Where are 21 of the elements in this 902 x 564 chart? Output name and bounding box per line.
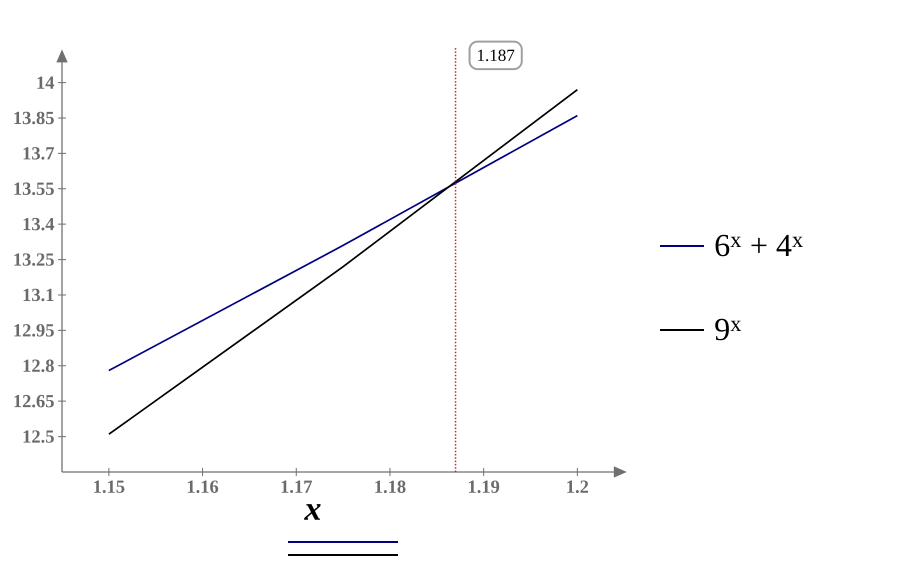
y-tick-label: 13.25: [14, 253, 54, 266]
y-tick-label: 12.5: [24, 430, 54, 443]
y-tick-label: 13.85: [14, 112, 54, 124]
y-tick-label: 13.1: [24, 288, 54, 302]
x-tick-label: 1.18: [375, 480, 406, 494]
y-tick-label: 13.4: [24, 218, 54, 230]
y-tick-label: 12.95: [14, 324, 54, 337]
x-tick-label: 1.16: [188, 480, 218, 494]
legend-label: 9$^{x}$: [715, 318, 742, 340]
y-tick-label: 13.7: [24, 147, 54, 160]
y-tick-label: 13.55: [14, 182, 54, 196]
ref-line-label: 1.187: [478, 50, 514, 62]
x-axis-title: x: [304, 504, 321, 520]
x-tick-label: 1.19: [468, 480, 500, 494]
y-tick-label: 12.65: [14, 394, 54, 408]
y-tick-label: 12.8: [24, 360, 54, 372]
x-tick-label: 1.2: [567, 480, 588, 494]
x-tick-label: 1.15: [94, 480, 124, 493]
legend-label: 6$^{x}$ + 4$^{x}$: [716, 234, 803, 256]
y-tick-label: 14: [37, 76, 54, 89]
x-tick-label: 1.17: [282, 480, 312, 493]
